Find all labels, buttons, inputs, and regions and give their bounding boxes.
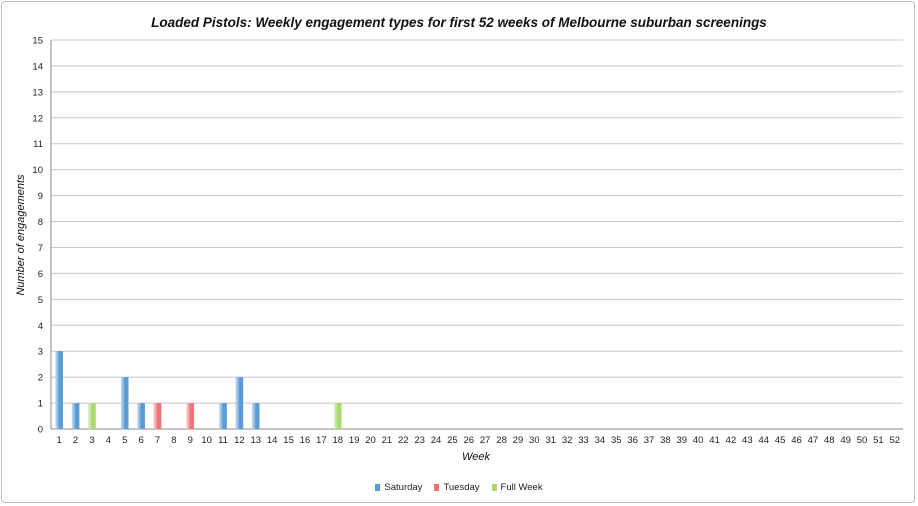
y-tick-label: 9 (38, 191, 43, 202)
x-tick-label: 46 (791, 435, 802, 446)
x-tick-label: 49 (840, 435, 851, 446)
legend-label: Full Week (500, 482, 543, 493)
x-tick-label: 36 (627, 435, 638, 446)
chart-legend: Saturday Tuesday Full Week (0, 482, 918, 494)
x-tick-label: 1 (57, 435, 62, 446)
x-tick-label: 27 (480, 435, 491, 446)
x-tick-label: 38 (660, 435, 671, 446)
x-tick-label: 3 (89, 435, 94, 446)
legend-label: Tuesday (443, 482, 480, 493)
bar-highlight (88, 403, 96, 429)
y-tick-label: 8 (38, 217, 43, 228)
y-tick-label: 4 (38, 321, 43, 332)
x-tick-label: 51 (873, 435, 884, 446)
x-tick-label: 43 (742, 435, 753, 446)
x-tick-label: 13 (251, 435, 262, 446)
y-tick-label: 10 (32, 165, 43, 176)
x-tick-label: 15 (283, 435, 294, 446)
x-tick-label: 44 (758, 435, 769, 446)
x-tick-label: 30 (529, 435, 540, 446)
bar-highlight (55, 351, 63, 429)
x-tick-label: 32 (562, 435, 573, 446)
x-tick-label: 33 (578, 435, 589, 446)
y-tick-label: 12 (32, 113, 43, 124)
chart-title: Loaded Pistols: Weekly engagement types … (151, 15, 767, 30)
y-tick-label: 6 (38, 269, 43, 280)
bar-highlight (186, 403, 194, 429)
x-tick-label: 17 (316, 435, 327, 446)
x-tick-label: 24 (431, 435, 442, 446)
y-tick-label: 15 (32, 36, 43, 47)
x-tick-label: 31 (545, 435, 556, 446)
x-tick-label: 26 (464, 435, 475, 446)
x-tick-label: 18 (332, 435, 343, 446)
x-tick-label: 34 (595, 435, 606, 446)
x-tick-label: 5 (122, 435, 127, 446)
x-tick-label: 29 (513, 435, 524, 446)
bar-highlight (219, 403, 227, 429)
x-tick-label: 8 (171, 435, 176, 446)
y-tick-label: 11 (33, 139, 43, 150)
x-tick-label: 37 (644, 435, 655, 446)
bar-highlight (137, 403, 145, 429)
legend-item: Saturday (375, 482, 422, 493)
legend-label: Saturday (384, 482, 423, 493)
x-tick-label: 39 (677, 435, 688, 446)
y-tick-label: 7 (38, 243, 43, 254)
x-axis-label: Week (462, 451, 490, 463)
x-tick-label: 10 (201, 435, 212, 446)
bar-highlight (235, 377, 244, 429)
x-tick-label: 7 (155, 435, 160, 446)
x-tick-label: 42 (726, 435, 737, 446)
x-tick-label: 35 (611, 435, 622, 446)
y-tick-label: 1 (38, 399, 43, 410)
legend-item: Full Week (491, 482, 543, 493)
bar-highlight (153, 403, 162, 429)
legend-swatch (375, 484, 381, 491)
legend-item: Tuesday (434, 482, 480, 493)
y-tick-label: 3 (38, 347, 43, 358)
x-tick-label: 19 (349, 435, 360, 446)
bar-highlight (252, 403, 260, 429)
x-tick-label: 20 (365, 435, 376, 446)
x-tick-label: 9 (188, 435, 193, 446)
y-tick-label: 0 (38, 425, 43, 436)
x-tick-label: 41 (709, 435, 720, 446)
y-tick-label: 13 (32, 87, 43, 98)
y-tick-label: 14 (32, 61, 43, 72)
x-tick-label: 22 (398, 435, 409, 446)
legend-swatch (434, 484, 440, 491)
y-tick-label: 5 (38, 295, 43, 306)
x-tick-label: 50 (857, 435, 868, 446)
x-tick-label: 4 (106, 435, 111, 446)
x-tick-label: 25 (447, 435, 458, 446)
x-tick-label: 12 (234, 435, 245, 446)
x-tick-label: 40 (693, 435, 704, 446)
x-tick-label: 11 (218, 435, 228, 446)
y-tick-label: 2 (38, 373, 43, 384)
x-tick-label: 6 (138, 435, 143, 446)
x-tick-label: 48 (824, 435, 835, 446)
x-tick-label: 47 (808, 435, 819, 446)
x-tick-label: 21 (382, 435, 393, 446)
x-tick-label: 28 (496, 435, 507, 446)
x-tick-label: 16 (300, 435, 311, 446)
legend-swatch (491, 484, 497, 491)
x-tick-label: 45 (775, 435, 786, 446)
bar-highlight (121, 377, 129, 429)
x-tick-label: 52 (890, 435, 901, 446)
x-tick-label: 14 (267, 435, 278, 446)
bar-highlight (334, 403, 342, 429)
x-tick-label: 2 (73, 435, 78, 446)
bar-highlight (71, 403, 80, 429)
x-tick-label: 23 (414, 435, 425, 446)
